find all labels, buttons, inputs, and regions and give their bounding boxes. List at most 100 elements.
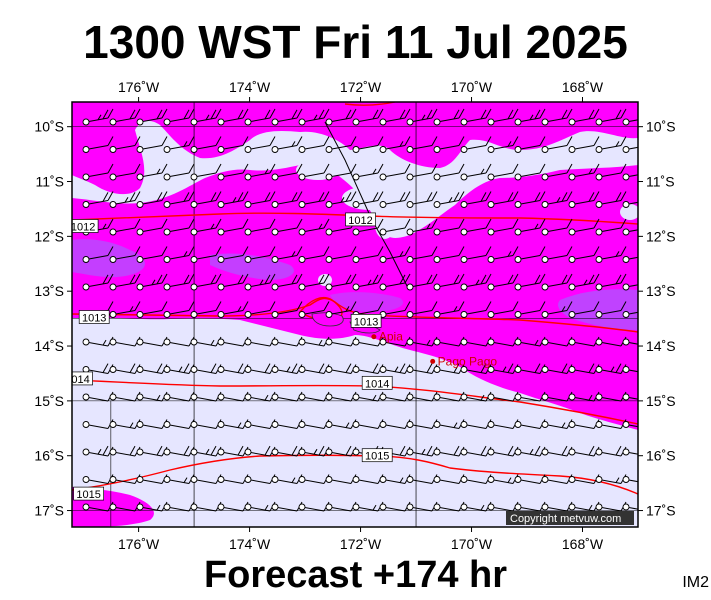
lavender-hole-2 [342,186,398,210]
wind-barb [514,136,546,153]
wind-barb [190,163,222,181]
wind-barb [568,136,600,153]
wind-barb [271,108,303,126]
wind-barb [325,191,357,208]
wind-barb [568,218,600,236]
wind-barb [622,503,638,511]
wind-barb [622,256,638,263]
wind-barb [271,474,303,484]
wind-barb [352,336,384,347]
isobar-label: 1013 [354,316,378,328]
wind-barb [622,448,638,456]
wind-barb [460,419,492,429]
wind-barb [568,363,600,374]
wind-barb [271,136,303,153]
wind-barb [325,501,357,512]
wind-barb [487,163,519,181]
wind-barb [514,363,546,374]
lon-label-top: 172˚W [340,79,382,95]
wind-barb [433,218,465,236]
wind-barb [325,136,357,153]
wind-barb [622,201,638,208]
copyright-text: Copyright metvuw.com [510,513,621,525]
copyright-box [506,511,634,525]
wind-barb [460,301,492,318]
wind-barb [487,191,519,208]
isobar-label-box [361,448,393,463]
wind-barb [325,301,357,318]
wind-barb [433,363,465,374]
wind-barb [136,273,168,291]
wind-barb [514,273,546,291]
wind-barb [136,336,168,347]
wind-barb [136,136,168,153]
wind-barb [136,218,168,236]
town-marker [371,334,377,340]
wind-barb [352,391,384,402]
wind-barb [379,218,411,236]
wind-barb [379,301,411,318]
wind-barb [298,445,330,457]
wind-barb [568,336,600,347]
wind-barb [460,218,492,236]
wind-barb [217,419,249,429]
wind-barb [595,136,627,153]
wind-barb [379,391,411,402]
wind-barb [460,363,492,374]
lat-label-left: 17˚S [34,503,64,519]
wind-barb [163,191,195,208]
wind-barb [487,336,519,347]
wind-barb [352,501,384,512]
wind-barb [136,301,168,318]
wind-barb [379,246,411,263]
isobar-label-box [72,371,93,386]
wind-barb [298,108,330,126]
lat-label-right: 11˚S [646,174,675,190]
lon-label-top: 170˚W [451,79,493,95]
wind-barb [622,338,638,346]
wind-barb [352,218,384,236]
wind-barb [163,419,195,429]
wind-barb [109,108,141,126]
wind-barb [487,218,519,236]
wind-barb [109,191,141,208]
isobar-label-box [361,375,393,390]
wind-barb [244,301,276,318]
wind-barb [568,191,600,208]
wind-barb [433,391,465,402]
wind-barb [568,474,600,484]
wind-barb [460,136,492,153]
wind-barb [406,136,438,153]
wind-barb [487,301,519,318]
wind-barb [190,273,222,291]
wind-barb [541,246,573,263]
wind-barb [406,501,438,512]
isobar-label-box [345,212,376,227]
wind-barb [433,246,465,263]
wind-barb [271,163,303,181]
wind-barb [136,246,168,263]
wind-barb [271,191,303,208]
wind-barb [271,246,303,263]
wind-barb [217,246,249,263]
wind-barb [271,301,303,318]
wind-barb [190,246,222,263]
wind-barb [109,273,141,291]
lon-label-top: 176˚W [118,79,160,95]
wind-barb [541,391,573,402]
wind-barb [217,391,249,402]
wind-barb [163,273,195,291]
wind-barb [379,501,411,512]
wind-barb [271,273,303,291]
wind-barb [136,445,168,457]
isobar-labels: 1012 1012 1013 1013 1014 1014 1015 1015 [72,212,393,501]
wind-barb [595,273,627,291]
wind-barb [460,108,492,126]
wind-barb [352,246,384,263]
map-border [71,101,639,528]
image-tag: IM2 [682,574,709,591]
wind-barb [244,501,276,512]
wind-barb [460,163,492,181]
wind-barb [217,191,249,208]
wind-barb [433,108,465,126]
